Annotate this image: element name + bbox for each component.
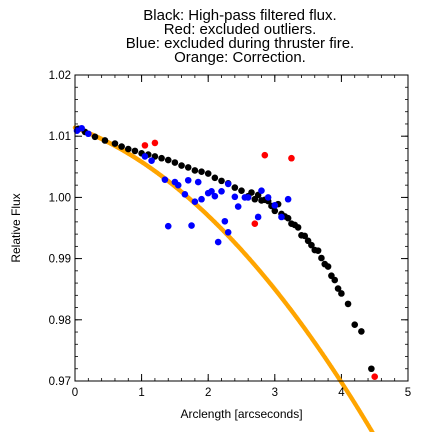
flux-point — [204, 170, 212, 177]
flux-point — [118, 143, 125, 150]
flux-point — [248, 189, 255, 196]
red-points-layer — [141, 139, 379, 381]
flux-point — [238, 187, 245, 194]
flux-point — [164, 156, 172, 164]
flux-point — [338, 290, 345, 297]
thruster-point — [218, 187, 225, 195]
thruster-point — [181, 191, 189, 198]
flux-point — [331, 276, 339, 284]
thruster-point — [194, 178, 202, 186]
thruster-point — [164, 222, 172, 230]
thruster-point — [188, 222, 195, 229]
thruster-point — [211, 192, 219, 200]
thruster-point — [284, 195, 292, 203]
chart-title: Black: High-pass filtered flux. Red: exc… — [126, 7, 354, 66]
thruster-point — [141, 153, 149, 160]
flux-point — [101, 137, 109, 144]
thruster-point — [278, 213, 285, 221]
tick-labels: 0 1 2 3 4 5 0.97 0.98 0.99 1.00 1.01 1.02 — [49, 70, 412, 399]
title-line-4: Orange: Correction. — [174, 49, 306, 66]
outlier-point — [261, 151, 269, 159]
flux-point — [284, 214, 292, 222]
thruster-point — [224, 228, 232, 236]
y-tick-label: 1.00 — [49, 192, 71, 204]
outlier-point — [371, 373, 379, 381]
plot-frame — [74, 74, 409, 382]
x-tick-label: 0 — [72, 387, 78, 399]
thruster-point — [85, 130, 92, 138]
flux-point — [334, 285, 342, 292]
thruster-point — [184, 176, 192, 184]
flux-point — [368, 365, 375, 373]
x-tick-label: 5 — [405, 387, 411, 399]
thruster-point — [234, 203, 242, 210]
outlier-point — [151, 139, 159, 147]
thruster-point — [244, 194, 252, 201]
x-axis-label: Arclength [arcseconds] — [180, 407, 302, 421]
flux-point — [218, 177, 225, 185]
thruster-point — [174, 181, 182, 189]
thruster-point — [191, 198, 199, 205]
thruster-point — [258, 187, 265, 194]
y-axis-label: Relative Flux — [9, 193, 23, 262]
x-tick-label: 2 — [205, 387, 211, 399]
outlier-point — [288, 154, 295, 162]
y-tick-label: 0.98 — [49, 315, 71, 327]
flux-point — [351, 321, 359, 328]
x-tick-label: 1 — [138, 387, 144, 399]
flux-point — [91, 133, 99, 141]
thruster-point — [254, 213, 262, 221]
flux-point — [358, 328, 365, 335]
flux-point — [158, 154, 165, 162]
flux-point — [344, 300, 352, 308]
outlier-point — [251, 220, 259, 228]
title-line-3: Blue: excluded during thruster fire. — [126, 35, 354, 52]
flux-point — [231, 184, 239, 191]
x-tick-label: 4 — [338, 387, 345, 399]
flux-point — [124, 145, 132, 153]
thruster-point — [198, 195, 205, 203]
thruster-point — [264, 194, 272, 201]
y-tick-label: 0.99 — [49, 254, 71, 266]
y-tick-label: 0.97 — [49, 376, 71, 388]
title-line-1: Black: High-pass filtered flux. — [143, 7, 336, 24]
x-tick-label: 3 — [272, 387, 278, 399]
y-tick-label: 1.02 — [49, 70, 71, 82]
thruster-point — [78, 124, 85, 132]
blue-points-layer — [73, 124, 292, 246]
flux-point — [308, 241, 315, 249]
flux-point — [271, 207, 279, 215]
flux-point — [191, 167, 199, 174]
y-tick-label: 1.01 — [49, 131, 71, 143]
flux-point — [131, 147, 139, 155]
flux-point — [184, 164, 192, 171]
thruster-point — [271, 202, 279, 209]
outlier-point — [141, 142, 149, 149]
thruster-point — [231, 193, 239, 201]
flux-point — [198, 168, 205, 175]
thruster-point — [224, 180, 232, 188]
flux-point — [318, 254, 325, 262]
thruster-point — [161, 176, 169, 183]
thruster-point — [148, 157, 155, 164]
thruster-point — [208, 187, 215, 195]
flux-point — [111, 140, 119, 147]
title-line-2: Red: excluded outliers. — [164, 21, 317, 38]
flux-point — [178, 162, 185, 169]
flux-point — [301, 232, 309, 240]
flux-point — [211, 174, 219, 182]
flux-point — [314, 247, 322, 254]
flux-point — [171, 159, 179, 166]
flux-point — [294, 224, 302, 231]
flux-point — [324, 263, 332, 270]
thruster-point — [214, 238, 222, 246]
thruster-point — [221, 217, 229, 225]
